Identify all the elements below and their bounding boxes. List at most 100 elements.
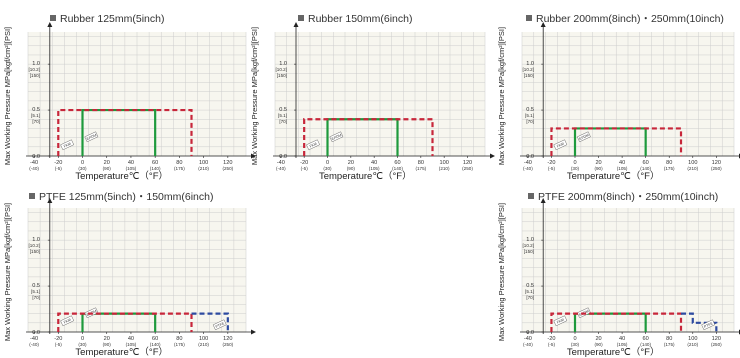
material-badge-blue: PTFE	[212, 319, 227, 331]
x-tick-label: 80	[176, 336, 182, 342]
y-tick-label: 0.5	[32, 107, 40, 113]
x-tick-label: -20	[54, 160, 62, 166]
x-tick-label-f: (175)	[664, 166, 675, 171]
y-axis-arrow	[540, 22, 546, 27]
x-tick-label-f: (30)	[571, 166, 580, 171]
x-tick-label: 120	[712, 160, 721, 166]
y-axis-label: Max Working Pressure MPa[kgf/cm²][PSI]	[250, 27, 259, 165]
x-tick-label: -40	[524, 160, 532, 166]
material-badge-box	[553, 139, 568, 151]
y-axis-label: Max Working Pressure MPa[kgf/cm²][PSI]	[3, 203, 12, 341]
y-tick-label-psi: [150]	[277, 73, 287, 78]
x-tick-label: -20	[547, 336, 555, 342]
y-axis-label: Max Working Pressure MPa[kgf/cm²][PSI]	[497, 27, 506, 165]
x-tick-label: -20	[54, 336, 62, 342]
x-tick-label-f: (140)	[150, 342, 161, 347]
x-axis-label: Temperature℃（°F）	[319, 170, 412, 182]
material-badge-box	[84, 131, 99, 143]
chart-title: Rubber 150mm(6inch)	[308, 13, 412, 25]
y-tick-label-kgf: [5.1]	[525, 113, 534, 118]
series-green-line	[573, 312, 647, 332]
x-tick-label-f: (140)	[640, 166, 651, 171]
material-badge-box	[553, 315, 568, 327]
y-tick-label-psi: [70]	[526, 119, 534, 124]
x-tick-label: 20	[348, 160, 354, 166]
x-tick-label-f: (30)	[78, 166, 87, 171]
x-tick-label: -20	[300, 160, 308, 166]
y-tick-label: 0.5	[32, 283, 40, 289]
y-axis-arrow	[293, 22, 299, 27]
x-tick-label-f: (-5)	[548, 166, 556, 171]
x-tick-label: 60	[394, 160, 400, 166]
series-blue-line	[681, 312, 718, 332]
x-axis-arrow	[490, 153, 495, 159]
y-tick-label: 1.0	[32, 61, 40, 67]
y-tick-label-psi: [70]	[526, 295, 534, 300]
x-tick-label: 0	[573, 336, 576, 342]
x-tick-label: 120	[712, 336, 721, 342]
x-tick-label: 40	[128, 160, 134, 166]
grid	[274, 32, 486, 157]
material-badge-blue: PTFE	[701, 319, 716, 331]
y-tick-label: 1.0	[32, 237, 40, 243]
x-tick-label-f: (-40)	[523, 342, 533, 347]
x-tick-label-f: (-5)	[301, 166, 309, 171]
x-tick-label-f: (105)	[126, 166, 137, 171]
y-tick-label-kgf: [10.2]	[29, 67, 41, 72]
y-axis-arrow	[540, 198, 546, 203]
material-badge-red: FKM	[553, 315, 568, 327]
material-badge-red: FKM	[306, 139, 320, 151]
x-tick-label-f: (105)	[126, 342, 137, 347]
x-tick-label: 100	[199, 160, 208, 166]
x-axis-label: Temperature℃（°F）	[75, 346, 168, 358]
chart-title: PTFE 200mm(8inch)・250mm(10inch)	[538, 191, 718, 203]
x-axis-label: Temperature℃（°F）	[567, 170, 660, 182]
chart-5: 1.0[10.2][150] 0.5[5.1][70] 0.0-40(-40) -20…	[497, 191, 740, 358]
y-tick-label: 0.5	[279, 107, 287, 113]
series-green-line	[326, 118, 399, 156]
chart-title: PTFE 125mm(5inch)・150mm(6inch)	[39, 191, 213, 203]
x-tick-label-f: (210)	[198, 342, 209, 347]
x-tick-label: 40	[619, 336, 625, 342]
x-tick-label: 80	[418, 160, 424, 166]
material-badge-text: PTFE	[703, 321, 714, 329]
material-badge-text: FKM	[63, 142, 72, 149]
material-badge-text: EPDM	[86, 133, 97, 141]
x-tick-label: 60	[643, 160, 649, 166]
y-tick-label-psi: [70]	[32, 295, 40, 300]
title-bullet-icon	[298, 15, 304, 21]
x-tick-label: 100	[688, 160, 697, 166]
y-tick-label-kgf: [10.2]	[523, 243, 535, 248]
material-badge-text: PTFE	[215, 321, 226, 329]
x-tick-label-f: (-40)	[523, 166, 533, 171]
material-badge-box	[701, 319, 716, 331]
y-tick-label-psi: [70]	[279, 119, 287, 124]
y-tick-label: 0.0	[526, 154, 534, 160]
material-badge-box	[306, 139, 320, 151]
x-tick-label: 120	[463, 160, 472, 166]
y-tick-label-kgf: [5.1]	[31, 113, 40, 118]
x-tick-label-f: (250)	[711, 166, 722, 171]
x-tick-label: 80	[666, 336, 672, 342]
y-axis-label: Max Working Pressure MPa[kgf/cm²][PSI]	[3, 27, 12, 165]
y-tick-label-kgf: [5.1]	[31, 289, 40, 294]
material-badge-box	[329, 131, 344, 143]
series-red-line	[550, 312, 683, 332]
x-tick-label: 40	[619, 160, 625, 166]
material-badge-red: FKM	[60, 139, 75, 151]
x-tick-label: 20	[595, 336, 601, 342]
y-axis-label: Max Working Pressure MPa[kgf/cm²][PSI]	[497, 203, 506, 341]
y-tick-label: 0.0	[32, 154, 40, 160]
x-tick-label: 100	[199, 336, 208, 342]
chart-2: 1.0[10.2][150] 0.5[5.1][70] 0.0-40(-40) -20…	[250, 13, 495, 182]
y-tick-label-kgf: [10.2]	[29, 243, 41, 248]
x-tick-label-f: (250)	[222, 166, 233, 171]
x-tick-label-f: (175)	[664, 342, 675, 347]
x-axis-arrow	[251, 153, 256, 159]
material-badge-green: EPDM	[84, 131, 99, 143]
x-tick-label: -20	[547, 160, 555, 166]
x-tick-label: 20	[104, 160, 110, 166]
x-tick-label: 20	[595, 160, 601, 166]
material-badge-box	[60, 315, 75, 327]
x-tick-label: 60	[643, 336, 649, 342]
